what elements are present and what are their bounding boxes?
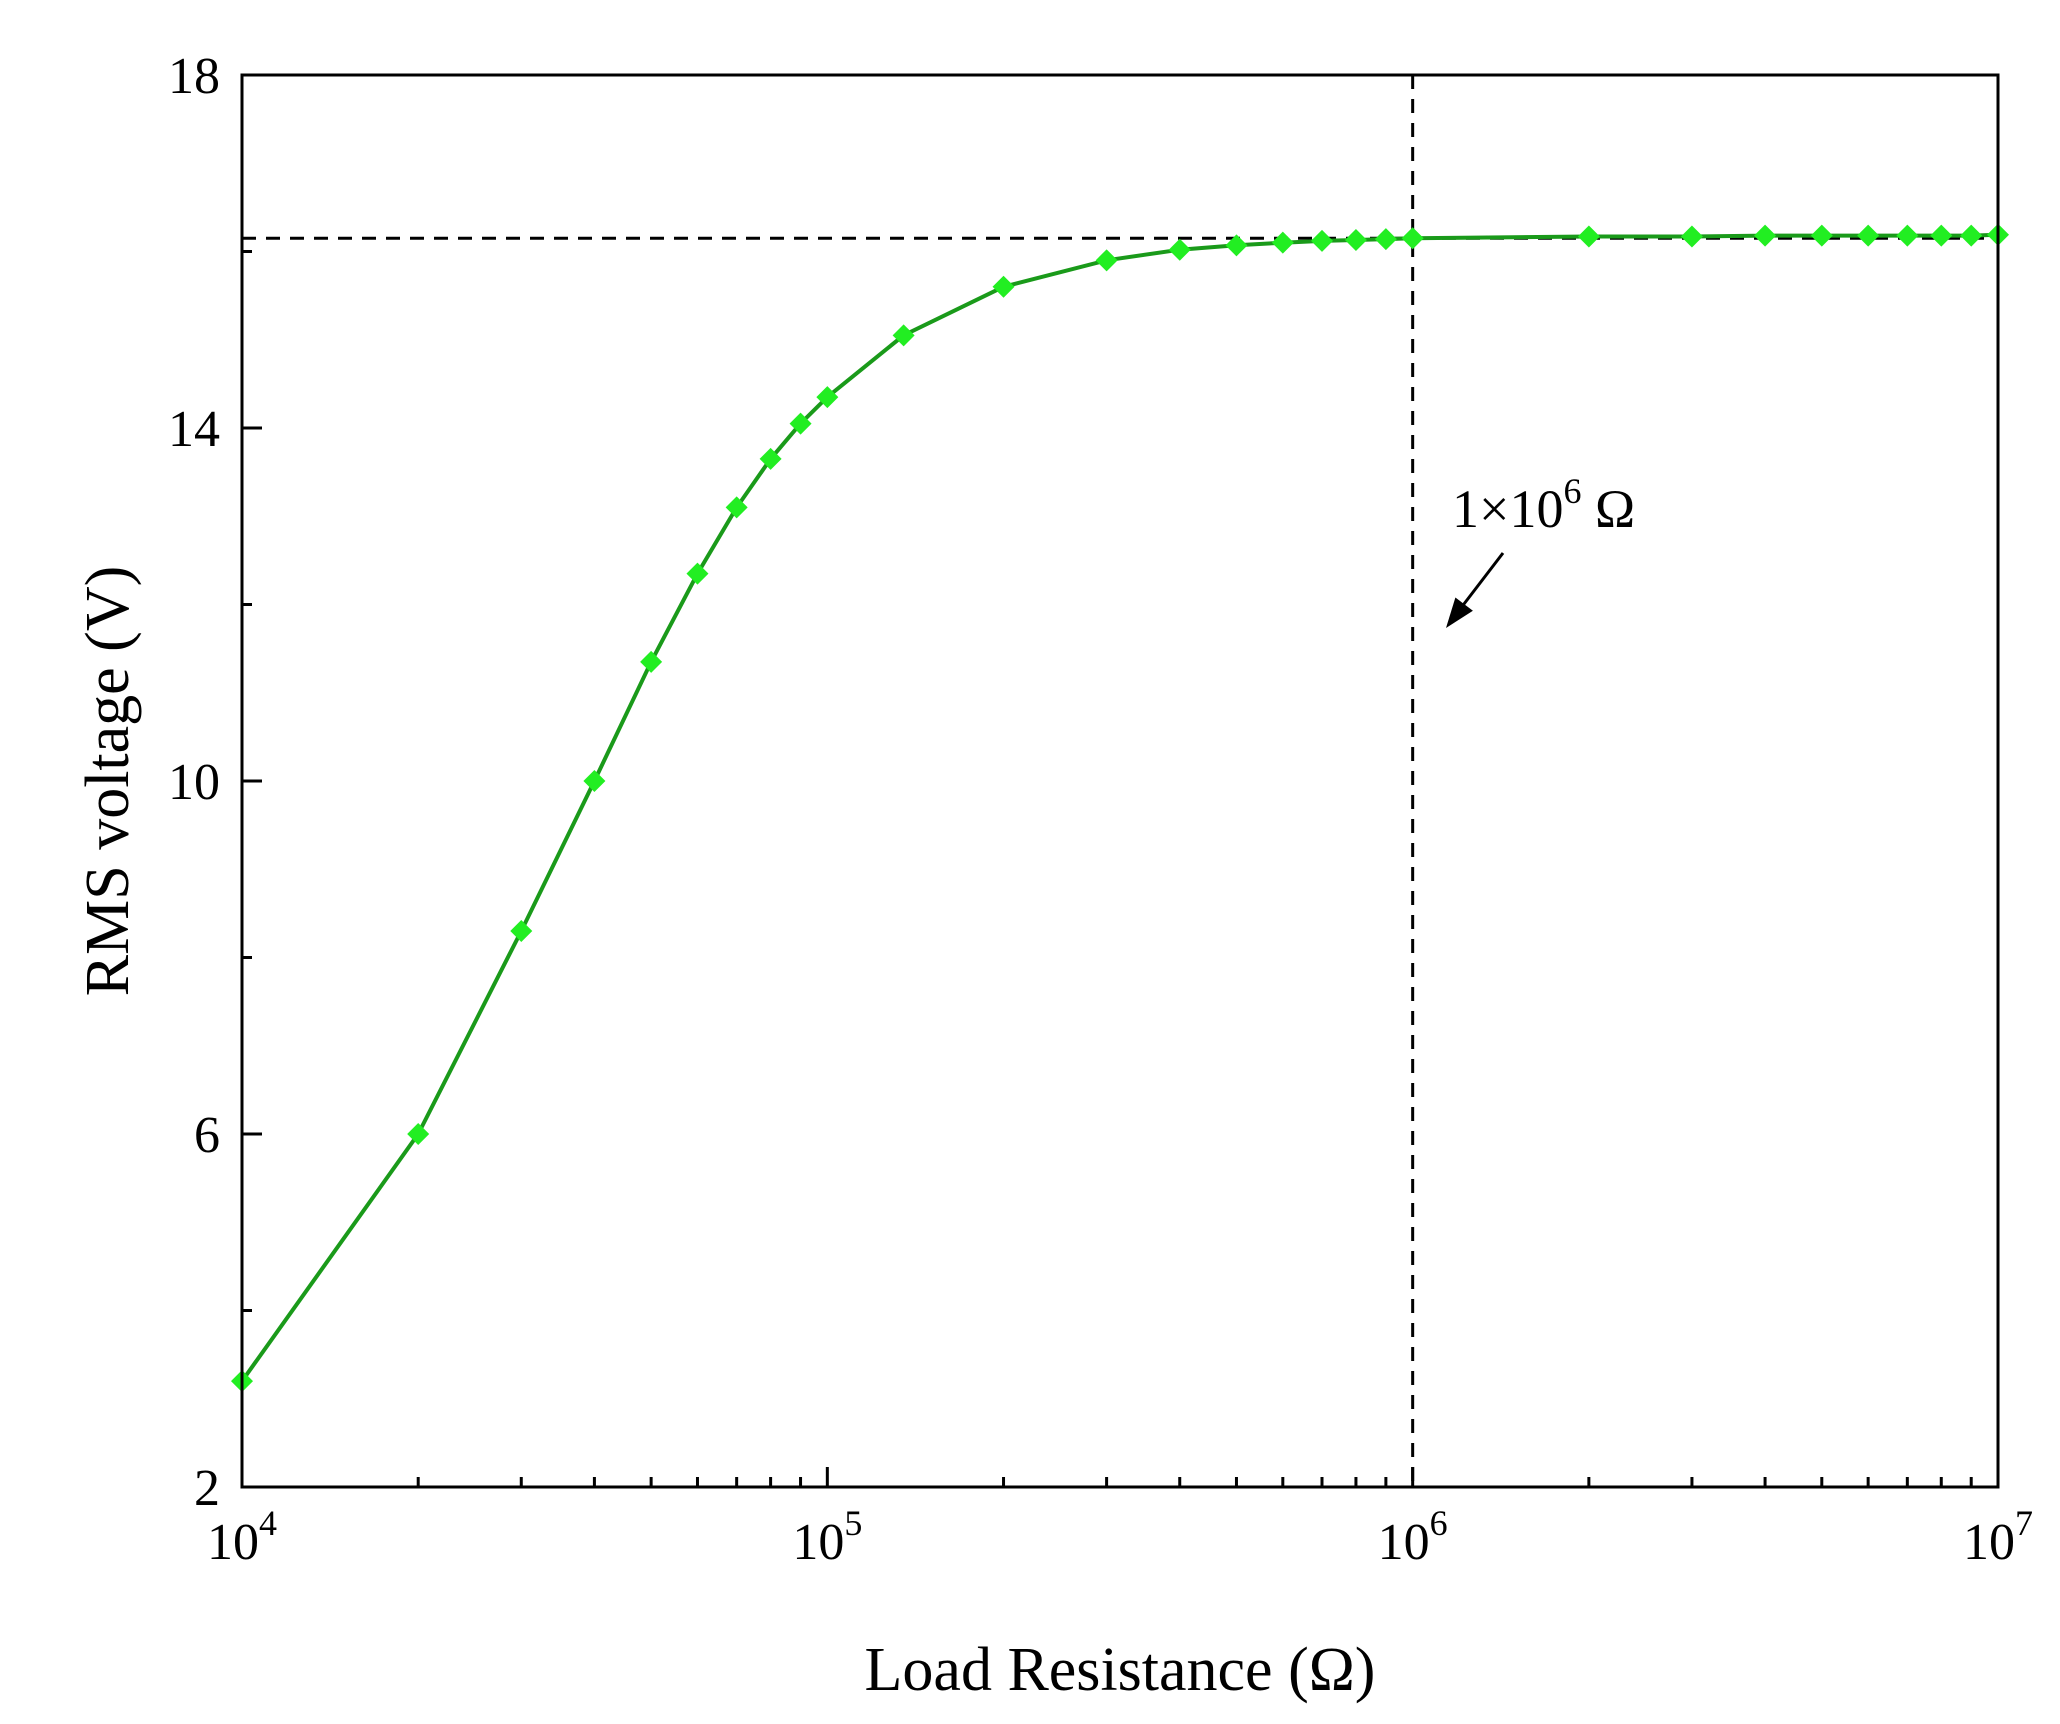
x-axis-ticks: 104 105 106 107: [207, 1467, 2033, 1571]
data-point: [1168, 238, 1191, 261]
data-point: [1960, 224, 1983, 247]
data-point: [1577, 225, 1600, 248]
data-point: [1896, 224, 1919, 247]
data-point: [1680, 225, 1703, 248]
data-point: [1754, 224, 1777, 247]
annotation-arrowhead: [1446, 597, 1473, 628]
data-point: [992, 275, 1015, 298]
data-point: [407, 1123, 430, 1145]
data-point: [1930, 224, 1953, 247]
data-point: [816, 386, 839, 409]
series-markers: [231, 223, 2009, 1393]
y-tick-label: 14: [168, 401, 220, 458]
data-point: [686, 562, 709, 585]
x-tick-label: 105: [792, 1503, 862, 1571]
y-axis-title: RMS voltage (V): [74, 566, 142, 997]
data-point: [759, 447, 782, 470]
y-tick-label: 10: [168, 754, 220, 811]
y-tick-label: 18: [168, 48, 220, 105]
data-point: [1810, 224, 1833, 247]
data-point: [1225, 234, 1248, 257]
x-tick-label: 107: [1963, 1503, 2033, 1571]
data-point: [1310, 229, 1333, 252]
data-point: [1401, 227, 1424, 250]
annotation-label: 1×106 Ω: [1452, 471, 1635, 539]
y-axis-ticks: 2 6 10 14 18: [168, 48, 262, 1517]
x-tick-label: 104: [207, 1503, 277, 1571]
data-point: [510, 920, 533, 943]
y-tick-label: 6: [194, 1107, 220, 1164]
data-point: [1095, 249, 1118, 272]
data-point: [892, 324, 915, 347]
data-point: [1271, 231, 1294, 254]
data-point: [640, 650, 663, 673]
data-point: [1857, 224, 1880, 247]
y-tick-label: 2: [194, 1460, 220, 1517]
data-point: [789, 412, 812, 435]
data-point: [1374, 228, 1397, 251]
x-axis-title: Load Resistance (Ω): [865, 1636, 1376, 1704]
data-point: [1344, 229, 1367, 252]
x-tick-label: 106: [1378, 1503, 1448, 1571]
data-point: [583, 770, 606, 792]
data-point: [725, 496, 748, 519]
